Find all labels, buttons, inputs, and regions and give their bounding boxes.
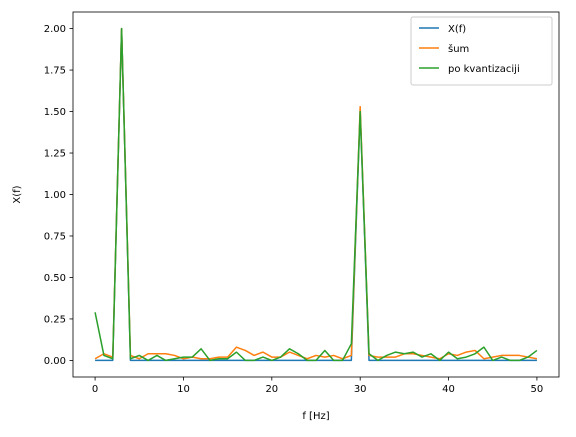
- x-tick-label: 40: [442, 384, 455, 395]
- legend-label: šum: [448, 43, 469, 55]
- series-layer: [94, 27, 538, 362]
- x-tick-label: 0: [92, 384, 98, 395]
- x-axis-label: f [Hz]: [302, 411, 329, 422]
- y-tick-label: 0.75: [44, 231, 66, 242]
- y-axis: 0.00 0.25 0.50 0.75 1.00 1.25 1.50 1.75 2.00: [44, 24, 73, 367]
- x-tick-label: 10: [177, 384, 190, 395]
- series-line-3: [94, 27, 538, 362]
- y-tick-label: 0.00: [44, 356, 66, 367]
- y-tick-label: 1.25: [44, 149, 66, 160]
- legend-label: po kvantizaciji: [448, 64, 520, 75]
- y-tick-label: 0.50: [44, 273, 66, 284]
- y-tick-label: 0.25: [44, 314, 66, 325]
- legend-label: X(f): [448, 24, 466, 35]
- y-tick-label: 1.00: [44, 190, 66, 201]
- x-axis: 0 10 20 30 40 50: [92, 377, 543, 395]
- y-tick-label: 2.00: [44, 24, 66, 35]
- series-line-2: [94, 27, 538, 360]
- y-axis-label: X(f): [12, 185, 23, 203]
- y-tick-label: 1.50: [44, 107, 66, 118]
- legend-box: [410, 16, 553, 86]
- x-tick-label: 50: [531, 384, 544, 395]
- x-tick-label: 20: [265, 384, 278, 395]
- legend: X(f) šum po kvantizaciji: [410, 16, 553, 86]
- y-tick-label: 1.75: [44, 66, 66, 77]
- x-tick-label: 30: [354, 384, 367, 395]
